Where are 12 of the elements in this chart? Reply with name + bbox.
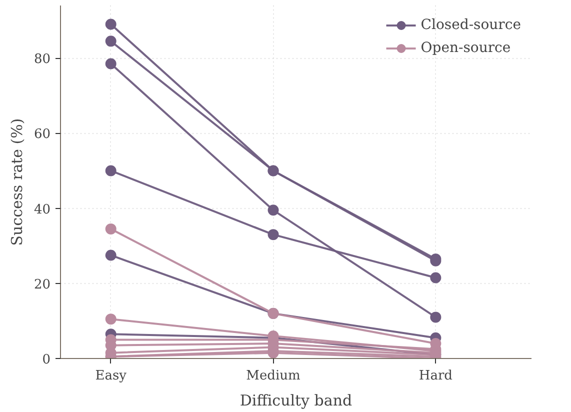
y-tick-label: 80 — [34, 52, 51, 68]
y-tick-label: 60 — [34, 127, 51, 142]
x-tick-label: Hard — [418, 368, 452, 384]
x-tick-label: Easy — [95, 368, 128, 384]
legend-label: Closed-source — [420, 17, 521, 33]
y-tick-label: 0 — [42, 352, 51, 368]
legend-label: Open-source — [420, 40, 511, 56]
x-axis-title: Difficulty band — [240, 392, 353, 410]
y-tick-label: 20 — [34, 277, 51, 292]
y-tick-label: 40 — [34, 202, 51, 218]
y-axis-title: Success rate (%) — [8, 118, 26, 246]
x-tick-label: Medium — [246, 368, 300, 384]
